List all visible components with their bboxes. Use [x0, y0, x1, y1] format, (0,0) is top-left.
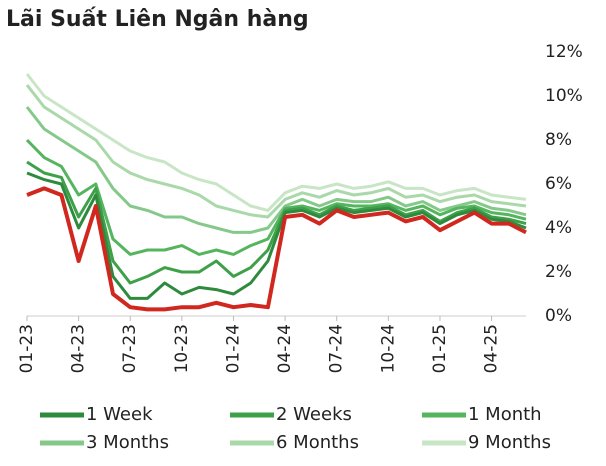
y-tick-label: 12%	[545, 42, 583, 62]
legend-label: 3 Months	[86, 432, 169, 453]
x-tick-label: 10-24	[378, 324, 398, 373]
legend-label: 2 Weeks	[276, 404, 352, 425]
x-tick-label: 01-23	[17, 324, 37, 373]
chart-title: Lãi Suất Liên Ngân hàng	[6, 7, 309, 32]
series-line	[25, 73, 527, 212]
legend-label: 6 Months	[276, 432, 359, 453]
x-tick-label: 04-23	[69, 324, 89, 373]
series-line	[25, 106, 527, 234]
x-tick-label: 07-24	[327, 324, 347, 373]
y-tick-label: 8%	[545, 130, 572, 150]
x-tick-label: 04-25	[482, 324, 502, 373]
legend-label: 1 Month	[468, 404, 542, 425]
series-line	[26, 171, 527, 300]
y-tick-label: 10%	[545, 86, 583, 106]
y-tick-label: 4%	[545, 218, 572, 238]
x-tick-label: 10-23	[172, 324, 192, 373]
x-tick-label: 07-23	[120, 324, 140, 373]
y-tick-label: 0%	[545, 306, 572, 326]
series-line	[26, 186, 527, 312]
series-line	[25, 138, 527, 256]
legend-label: 1 Week	[86, 404, 153, 425]
y-tick-label: 2%	[545, 262, 572, 282]
x-tick-label: 01-24	[223, 324, 243, 373]
x-tick-label: 04-24	[275, 324, 295, 373]
x-tick-label: 01-25	[430, 324, 450, 373]
legend-label: 9 Months	[468, 432, 551, 453]
y-tick-label: 6%	[545, 174, 572, 194]
series-line	[25, 84, 527, 219]
series-line	[26, 160, 527, 285]
